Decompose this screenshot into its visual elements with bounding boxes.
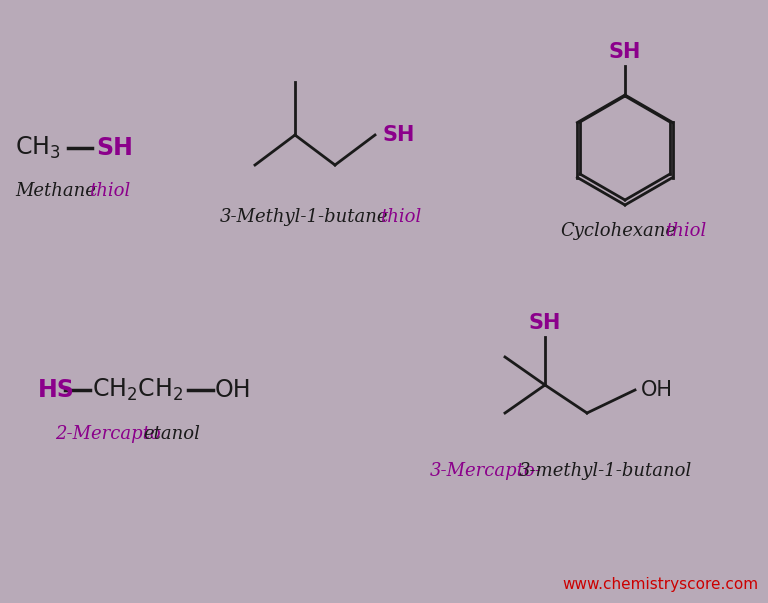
Text: etanol: etanol: [143, 425, 200, 443]
Text: Cyclohexane: Cyclohexane: [560, 222, 676, 240]
Text: SH: SH: [529, 313, 561, 333]
Text: SH: SH: [382, 125, 415, 145]
Text: CH$_3$: CH$_3$: [15, 135, 61, 161]
Text: www.chemistryscore.com: www.chemistryscore.com: [562, 577, 758, 592]
Text: Methane: Methane: [15, 182, 96, 200]
Text: thiol: thiol: [665, 222, 707, 240]
Text: 3-Mercapto-: 3-Mercapto-: [430, 462, 542, 480]
Text: 3-Methyl-1-butane: 3-Methyl-1-butane: [220, 208, 389, 226]
Text: 3-methyl-1-butanol: 3-methyl-1-butanol: [519, 462, 692, 480]
Text: thiol: thiol: [380, 208, 422, 226]
Text: SH: SH: [96, 136, 133, 160]
Text: OH: OH: [215, 378, 252, 402]
Text: 2-Mercapto: 2-Mercapto: [55, 425, 161, 443]
Text: HS: HS: [38, 378, 74, 402]
Text: SH: SH: [609, 42, 641, 62]
Text: thiol: thiol: [89, 182, 131, 200]
Text: OH: OH: [641, 380, 673, 400]
Text: CH$_2$CH$_2$: CH$_2$CH$_2$: [92, 377, 183, 403]
